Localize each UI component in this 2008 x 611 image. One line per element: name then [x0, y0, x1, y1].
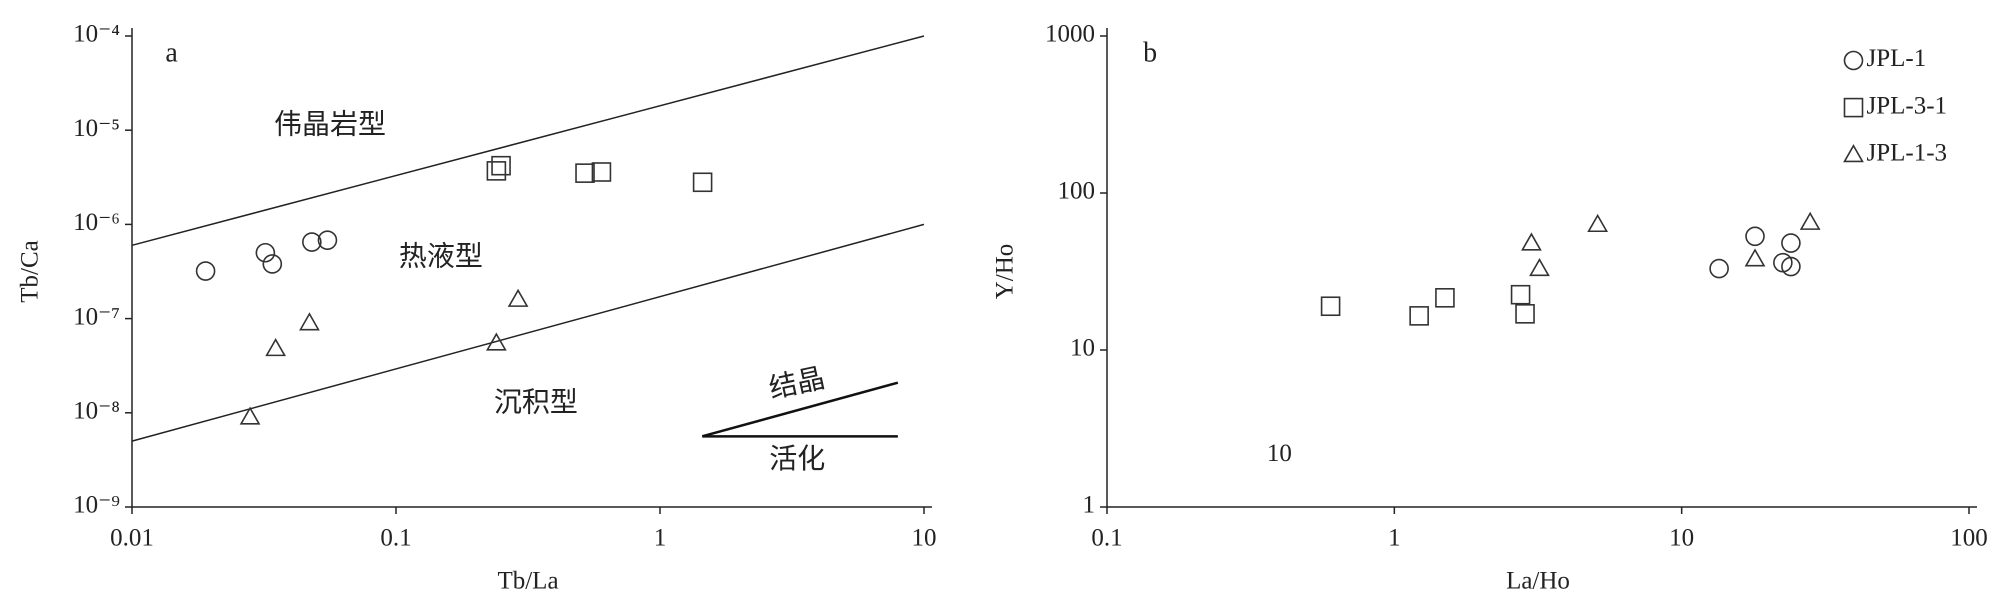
legend-label: JPL-3-1 [1866, 92, 1947, 119]
marker-triangle [1744, 248, 1766, 267]
marker-square [1510, 284, 1531, 305]
legend-label: JPL-1-3 [1866, 139, 1947, 166]
marker-triangle [1587, 213, 1609, 233]
y-tick-label: 1000 [1045, 21, 1095, 48]
marker-square [1409, 306, 1429, 326]
marker-circle [255, 242, 276, 263]
annotation: 活化 [769, 442, 825, 475]
y-tick-label: 100 [1058, 178, 1096, 205]
marker-triangle [1799, 211, 1821, 230]
marker-triangle [507, 288, 529, 307]
marker-square [1515, 304, 1535, 324]
marker-square [575, 163, 595, 183]
legend-label: JPL-1 [1866, 45, 1926, 72]
y-axis-title: Y/Ho [992, 244, 1019, 300]
x-tick-label: 0.01 [110, 525, 154, 552]
x-tick-label: 1 [654, 525, 667, 552]
marker-triangle [1521, 232, 1542, 251]
annotation: 10 [1267, 440, 1292, 467]
y-tick-label: 1 [1083, 492, 1096, 519]
x-tick-label: 0.1 [380, 525, 411, 552]
annotation: 热液型 [399, 239, 483, 272]
panel-label: a [165, 37, 178, 68]
marker-triangle [1529, 257, 1550, 277]
y-tick-label: 10⁻⁵ [73, 115, 120, 142]
legend-marker [1843, 50, 1864, 71]
marker-triangle [265, 338, 287, 357]
x-tick-label: 10 [1669, 525, 1694, 552]
y-tick-label: 10⁻⁸ [73, 398, 120, 425]
panel-label: b [1143, 37, 1157, 68]
marker-circle [1781, 233, 1801, 253]
marker-circle [317, 230, 338, 250]
marker-circle [302, 232, 322, 252]
marker-square [591, 162, 612, 182]
y-tick-label: 10⁻⁶ [73, 209, 120, 236]
marker-square [692, 172, 713, 193]
marker-square [486, 161, 507, 181]
y-tick-label: 10⁻⁹ [73, 492, 120, 519]
boundary-line [131, 223, 925, 442]
wedge-line [701, 381, 899, 438]
boundary-line [131, 35, 925, 247]
legend-marker [1843, 97, 1864, 118]
marker-circle [1745, 226, 1765, 247]
marker-circle [195, 261, 216, 281]
marker-square [491, 155, 511, 176]
y-tick-label: 10⁻⁷ [73, 303, 120, 330]
y-axis-title: Tb/Ca [17, 240, 44, 303]
marker-triangle [299, 312, 320, 331]
y-tick-label: 10 [1070, 335, 1095, 362]
annotation: 伟晶岩型 [274, 107, 386, 140]
annotation: 沉积型 [494, 385, 578, 418]
x-tick-label: 0.1 [1091, 525, 1122, 552]
marker-triangle [485, 332, 507, 351]
marker-square [1320, 296, 1341, 317]
x-tick-label: 10 [912, 525, 937, 552]
marker-circle [1709, 258, 1729, 279]
x-axis-title: Tb/La [497, 568, 558, 595]
x-tick-label: 1 [1388, 525, 1401, 552]
annotation: 结晶 [766, 361, 828, 405]
x-tick-label: 100 [1950, 525, 1988, 552]
marker-circle [262, 254, 283, 274]
legend-marker [1843, 144, 1864, 163]
x-axis-title: La/Ho [1506, 568, 1570, 595]
marker-square [1435, 288, 1455, 308]
y-tick-label: 10⁻⁴ [73, 21, 120, 48]
marker-triangle [239, 406, 261, 425]
marker-circle [1781, 256, 1801, 277]
